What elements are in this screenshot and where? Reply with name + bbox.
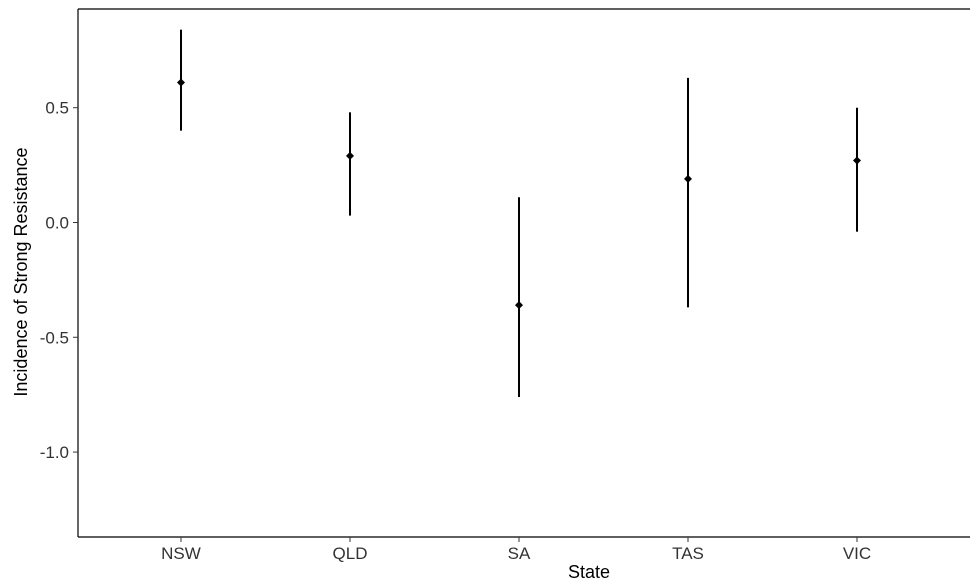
x-axis-title: State	[568, 562, 610, 581]
x-tick-label: NSW	[161, 544, 201, 563]
x-tick-label: SA	[508, 544, 531, 563]
data-point	[177, 78, 185, 87]
data-point	[684, 174, 692, 183]
plot-panel	[78, 9, 970, 537]
data-point	[346, 151, 354, 160]
y-axis-title: Incidence of Strong Resistance	[11, 147, 31, 396]
data-point	[853, 156, 861, 165]
x-tick-label: VIC	[843, 544, 871, 563]
axes	[77, 8, 970, 538]
data-points	[177, 78, 861, 310]
y-tick-label: 0.5	[45, 99, 69, 118]
x-tick-label: QLD	[333, 544, 368, 563]
y-axis-ticks: 0.5 0.0 -0.5 -1.0	[40, 99, 78, 462]
y-tick-label: 0.0	[45, 213, 69, 232]
x-tick-label: TAS	[672, 544, 704, 563]
y-tick-label: -0.5	[40, 328, 69, 347]
data-point	[515, 301, 523, 310]
y-tick-label: -1.0	[40, 443, 69, 462]
x-axis-ticks: NSW QLD SA TAS VIC	[161, 537, 871, 563]
